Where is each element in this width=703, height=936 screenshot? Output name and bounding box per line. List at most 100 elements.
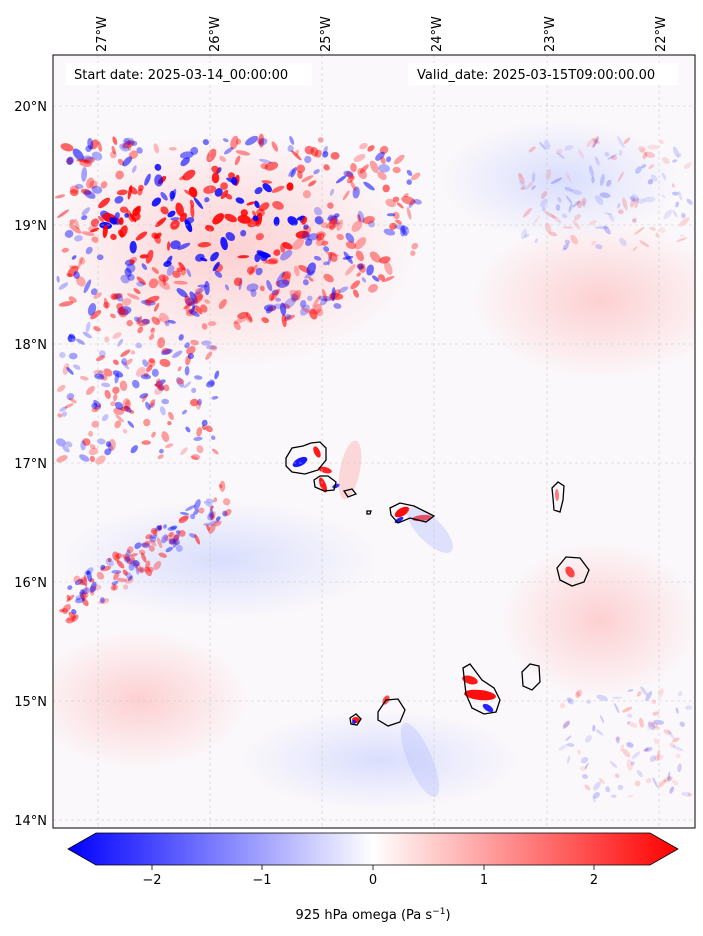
omega-cell bbox=[110, 293, 118, 300]
omega-cell bbox=[91, 185, 103, 194]
omega-cell bbox=[220, 182, 228, 190]
omega-cell bbox=[163, 260, 172, 267]
omega-cell bbox=[627, 713, 633, 718]
omega-cell bbox=[118, 307, 126, 315]
omega-cell bbox=[609, 761, 618, 768]
omega-cell bbox=[151, 197, 162, 207]
omega-cell bbox=[115, 414, 124, 423]
omega-cell bbox=[632, 246, 638, 251]
omega-cell bbox=[223, 147, 234, 155]
omega-cell bbox=[69, 265, 77, 269]
omega-cell bbox=[400, 225, 410, 235]
omega-cell bbox=[220, 236, 228, 251]
omega-cell bbox=[85, 567, 94, 575]
omega-cell bbox=[396, 202, 404, 209]
omega-cell bbox=[323, 246, 330, 253]
omega-cell bbox=[564, 144, 574, 151]
omega-cell bbox=[406, 179, 412, 185]
omega-cell bbox=[675, 201, 679, 208]
omega-cell bbox=[677, 190, 683, 201]
omega-cell bbox=[567, 742, 575, 748]
omega-cell bbox=[193, 509, 199, 515]
omega-cell bbox=[114, 372, 120, 384]
colorbar-tick-label: 1 bbox=[480, 873, 488, 888]
omega-cell bbox=[403, 193, 409, 198]
omega-cell bbox=[237, 214, 251, 224]
omega-cell bbox=[626, 721, 631, 725]
island-sal bbox=[551, 481, 565, 513]
omega-cell bbox=[145, 401, 151, 411]
lat-label: 16°N bbox=[14, 576, 47, 591]
omega-cell bbox=[91, 420, 100, 428]
omega-cell bbox=[61, 411, 67, 417]
omega-cell bbox=[170, 188, 177, 202]
omega-cell bbox=[112, 359, 119, 366]
omega-cell bbox=[133, 288, 141, 295]
omega-cell bbox=[135, 317, 143, 324]
omega-cell bbox=[308, 277, 314, 282]
omega-cell bbox=[640, 164, 647, 169]
omega-cell bbox=[225, 232, 236, 241]
omega-cell bbox=[112, 136, 118, 145]
omega-cell bbox=[57, 384, 66, 392]
omega-cell bbox=[392, 211, 400, 220]
omega-cell bbox=[345, 232, 355, 243]
omega-cell bbox=[112, 332, 122, 339]
omega-cell bbox=[314, 216, 324, 225]
omega-cell bbox=[86, 177, 95, 189]
omega-cell bbox=[618, 149, 623, 156]
omega-cell bbox=[185, 504, 196, 512]
omega-cell bbox=[255, 233, 264, 241]
map-panel bbox=[52, 54, 696, 829]
omega-cell bbox=[329, 222, 341, 230]
omega-cell bbox=[173, 280, 188, 285]
omega-cell bbox=[518, 173, 525, 184]
omega-cell bbox=[272, 201, 284, 210]
omega-cell bbox=[289, 135, 295, 145]
omega-cell bbox=[193, 436, 203, 441]
omega-cell bbox=[606, 179, 612, 187]
omega-cell bbox=[392, 196, 400, 203]
omega-cell bbox=[188, 186, 198, 198]
omega-cell bbox=[151, 316, 160, 325]
omega-cell bbox=[642, 748, 649, 752]
omega-cell bbox=[638, 717, 644, 728]
lat-label: 17°N bbox=[14, 457, 47, 472]
omega-cell bbox=[56, 455, 68, 463]
omega-cell bbox=[206, 524, 211, 532]
omega-cell bbox=[246, 266, 255, 275]
omega-cell bbox=[71, 614, 79, 622]
omega-cell bbox=[366, 264, 374, 276]
omega-cell bbox=[114, 196, 124, 204]
omega-cell bbox=[617, 202, 621, 209]
omega-cell bbox=[328, 251, 338, 262]
omega-cell bbox=[369, 251, 381, 263]
omega-cell bbox=[214, 188, 223, 197]
omega-cell bbox=[62, 363, 70, 375]
omega-cell bbox=[112, 551, 120, 561]
omega-cell bbox=[154, 383, 165, 391]
omega-cell bbox=[280, 249, 293, 261]
omega-cell bbox=[246, 283, 259, 292]
omega-cell bbox=[222, 138, 229, 143]
omega-cell bbox=[157, 279, 171, 290]
omega-cell bbox=[175, 544, 183, 552]
omega-cell bbox=[678, 152, 682, 158]
omega-cell bbox=[101, 382, 111, 388]
omega-cell bbox=[170, 525, 178, 530]
omega-cell bbox=[120, 406, 131, 412]
omega-cell bbox=[650, 174, 658, 182]
omega-cell bbox=[254, 200, 260, 209]
omega-cell bbox=[148, 357, 156, 364]
omega-cell bbox=[661, 194, 666, 199]
omega-cell bbox=[179, 511, 190, 516]
omega-cell bbox=[184, 219, 193, 233]
omega-cell bbox=[135, 565, 139, 575]
omega-cell bbox=[102, 224, 108, 238]
omega-cell bbox=[614, 773, 620, 778]
omega-cell bbox=[124, 268, 132, 277]
omega-cell bbox=[66, 594, 75, 602]
omega-cell bbox=[149, 536, 157, 543]
omega-cell bbox=[351, 220, 363, 232]
omega-cell bbox=[531, 172, 536, 183]
